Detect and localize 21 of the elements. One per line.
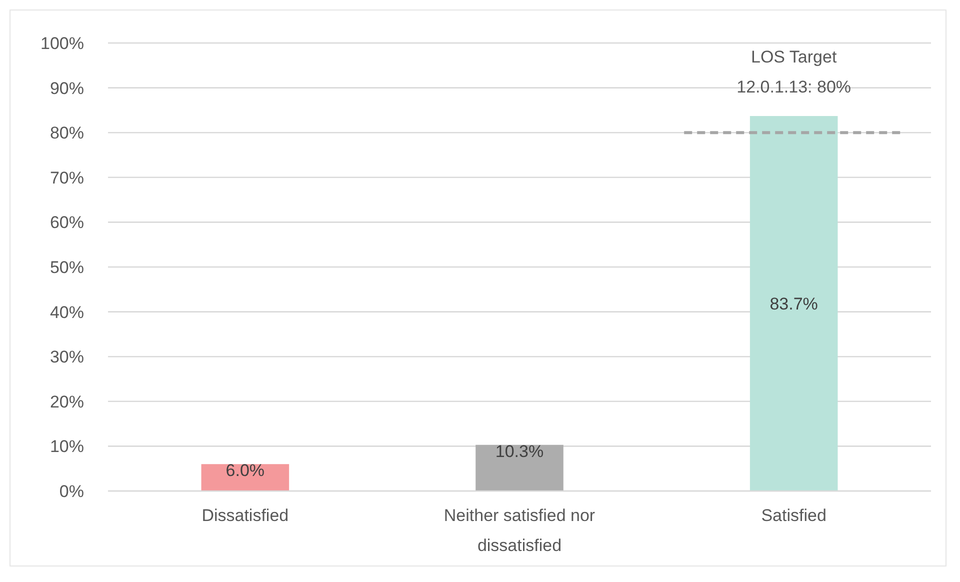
- x-tick-label: Satisfied: [761, 506, 826, 525]
- x-tick-label: Dissatisfied: [202, 506, 289, 525]
- bar: [750, 116, 838, 491]
- y-tick-label: 60%: [50, 213, 84, 232]
- data-label: 6.0%: [226, 461, 265, 480]
- data-label: 83.7%: [770, 294, 818, 314]
- y-tick-label: 0%: [59, 482, 84, 501]
- y-tick-label: 100%: [40, 34, 84, 53]
- ref-line-label: LOS Target 12.0.1.13: 80%: [736, 48, 852, 97]
- y-tick-label: 20%: [50, 392, 84, 412]
- bar: [476, 444, 564, 491]
- y-tick-label: 90%: [50, 78, 84, 98]
- bar: [201, 464, 290, 491]
- y-tick-label: 80%: [50, 124, 84, 143]
- y-tick-label: 40%: [50, 302, 84, 322]
- data-label: 10.3%: [495, 442, 544, 461]
- y-tick-label: 10%: [50, 437, 84, 456]
- y-tick-label: 50%: [50, 258, 84, 277]
- y-tick-label: 70%: [50, 168, 84, 188]
- x-tick-label: Neither satisfied nor dissatisfied: [444, 506, 596, 555]
- y-tick-label: 30%: [50, 348, 84, 367]
